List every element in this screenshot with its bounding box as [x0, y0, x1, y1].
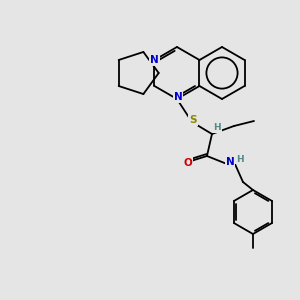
Text: O: O: [184, 158, 192, 168]
Text: N: N: [150, 55, 159, 65]
Text: H: H: [236, 154, 244, 164]
Text: N: N: [226, 157, 234, 167]
Text: H: H: [213, 124, 221, 133]
Text: S: S: [189, 115, 197, 125]
Text: N: N: [174, 92, 182, 102]
